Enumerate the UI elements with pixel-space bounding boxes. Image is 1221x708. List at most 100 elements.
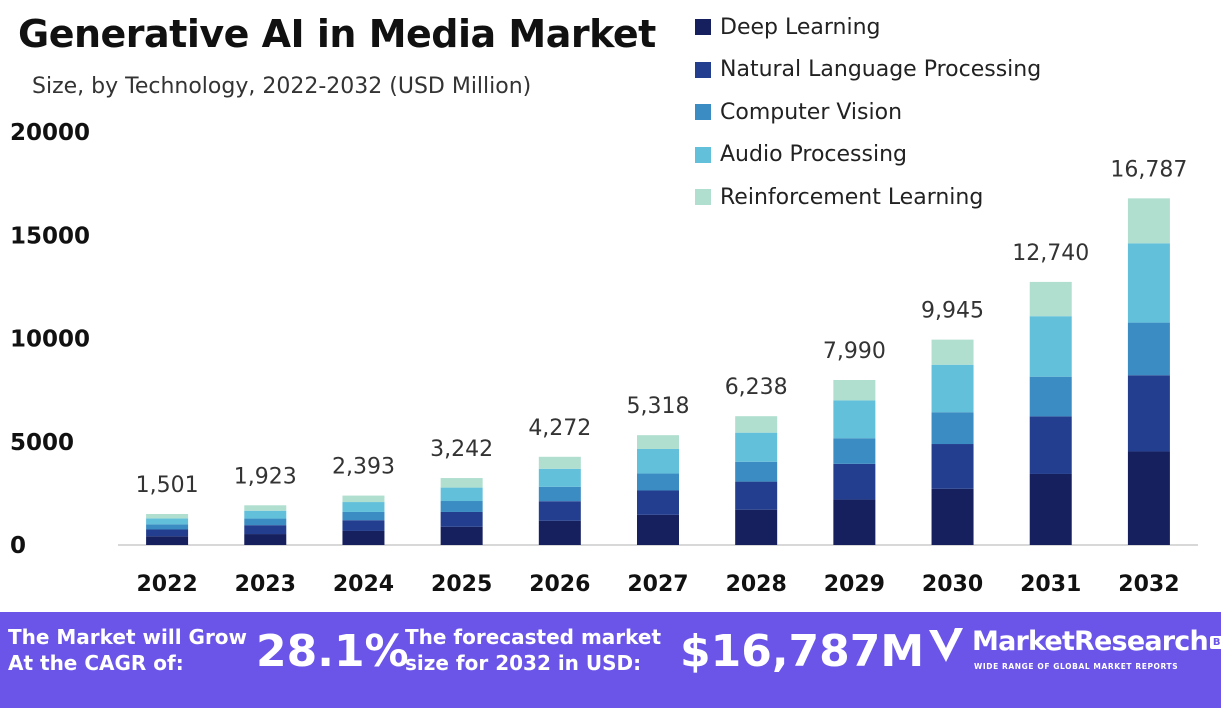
bar-segment (440, 487, 483, 502)
bar-segment (146, 536, 189, 545)
forecast-label-line2: size for 2032 in USD: (405, 651, 642, 675)
legend-swatch (695, 146, 711, 163)
bar-segment (244, 534, 287, 545)
legend-label: Reinforcement Learning (720, 184, 984, 210)
bar-segment (735, 509, 778, 545)
legend-item-computer-vision: Computer Vision (695, 91, 1041, 134)
bar-segment (1029, 316, 1072, 377)
x-tick-label: 2029 (824, 572, 885, 597)
legend-item-reinforcement-learning: Reinforcement Learning (695, 176, 1041, 219)
bar-segment (342, 520, 385, 531)
legend-item-deep-learning: Deep Learning (695, 6, 1041, 49)
bar-segment (244, 518, 287, 526)
cagr-label-line2: At the CAGR of: (8, 651, 184, 675)
cagr-label-line1: The Market will Grow (8, 625, 248, 649)
brand-tagline: WIDE RANGE OF GLOBAL MARKET REPORTS (974, 662, 1179, 671)
bar-segment (833, 400, 876, 439)
brand-logo-icon (929, 628, 963, 662)
brand-name: MarketResearchBIZ (972, 626, 1221, 657)
bar-segment (538, 468, 581, 487)
x-tick-label: 2028 (726, 572, 787, 597)
bar-segment (440, 501, 483, 512)
bar-segment (637, 473, 679, 491)
bar-segment (1127, 322, 1170, 376)
x-tick-label: 2026 (529, 572, 590, 597)
bar-segment (833, 499, 876, 545)
bar-segment (342, 511, 385, 521)
bar-segment (931, 412, 974, 445)
bar-segment (735, 432, 778, 462)
bar-segment (538, 520, 581, 545)
bar-segment (1127, 198, 1170, 244)
bar-segment (1127, 451, 1170, 545)
legend-swatch (695, 19, 711, 36)
bar-segment (538, 456, 581, 469)
bar-segment (931, 339, 974, 365)
bar-segment (735, 481, 778, 510)
legend-label: Natural Language Processing (720, 57, 1042, 83)
chart-title: Generative AI in Media Market (18, 12, 656, 56)
brand-name-text: MarketResearch (972, 626, 1209, 657)
bar-total-label: 12,740 (1012, 241, 1089, 266)
bar-segment (735, 461, 778, 482)
legend-label: Deep Learning (720, 14, 881, 40)
bar-total-label: 4,272 (528, 416, 591, 441)
bar-segment (1127, 243, 1170, 323)
forecast-value: $16,787M (680, 626, 925, 677)
bar-segment (440, 478, 483, 488)
bar-segment (1029, 281, 1072, 317)
bar-segment (1127, 375, 1170, 452)
bar-total-label: 6,238 (725, 375, 788, 400)
bar-segment (1029, 473, 1072, 545)
x-tick-label: 2024 (333, 572, 394, 597)
y-tick-label: 0 (10, 533, 26, 559)
chart-subtitle: Size, by Technology, 2022-2032 (USD Mill… (32, 74, 532, 99)
bar-segment (244, 505, 287, 511)
bar-segment (244, 510, 287, 519)
footer-banner: The Market will Grow At the CAGR of: 28.… (0, 612, 1221, 708)
cagr-label: The Market will Grow At the CAGR of: (8, 624, 247, 676)
bar-total-label: 16,787 (1110, 157, 1187, 182)
x-tick-label: 2032 (1118, 572, 1179, 597)
x-tick-label: 2031 (1020, 572, 1081, 597)
bar-segment (146, 524, 189, 530)
bar-total-label: 5,318 (627, 394, 690, 419)
bar-total-label: 1,501 (136, 473, 199, 498)
x-tick-label: 2030 (922, 572, 983, 597)
bar-total-label: 9,945 (921, 299, 984, 324)
bar-segment (833, 438, 876, 464)
stacked-bar-chart: 0 5000 10000 15000 20000 1,501 2022 1,923 2023 2,… (10, 120, 1198, 597)
cagr-value: 28.1% (256, 626, 409, 677)
bar-segment (637, 490, 679, 515)
bar-segment (146, 529, 189, 537)
y-tick-label: 20000 (10, 120, 90, 146)
bar-segment (931, 488, 974, 545)
bar-segment (342, 530, 385, 545)
forecast-label-line1: The forecasted market (405, 625, 662, 649)
bar-segment (735, 416, 778, 433)
bar-segment (931, 364, 974, 413)
legend-swatch (695, 189, 711, 206)
bar-segment (833, 380, 876, 401)
legend-label: Audio Processing (720, 142, 907, 168)
bar-segment (342, 502, 385, 512)
bar-segment (244, 525, 287, 535)
bar-segment (637, 448, 679, 474)
x-tick-label: 2025 (431, 572, 492, 597)
forecast-label: The forecasted market size for 2032 in U… (405, 624, 661, 676)
bar-total-label: 1,923 (234, 464, 297, 489)
bar-segment (538, 501, 581, 521)
x-tick-label: 2023 (235, 572, 296, 597)
bar-segment (440, 511, 483, 527)
y-tick-label: 10000 (10, 327, 90, 353)
legend-swatch (695, 61, 711, 78)
legend: Deep Learning Natural Language Processin… (695, 6, 1041, 219)
bar-segment (833, 463, 876, 500)
legend-item-audio-processing: Audio Processing (695, 134, 1041, 177)
bar-total-label: 7,990 (823, 339, 886, 364)
bar-segment (146, 514, 189, 519)
bar-segment (931, 444, 974, 489)
bar-segment (637, 514, 679, 545)
bar-total-label: 2,393 (332, 455, 395, 480)
bar-segment (342, 495, 385, 503)
